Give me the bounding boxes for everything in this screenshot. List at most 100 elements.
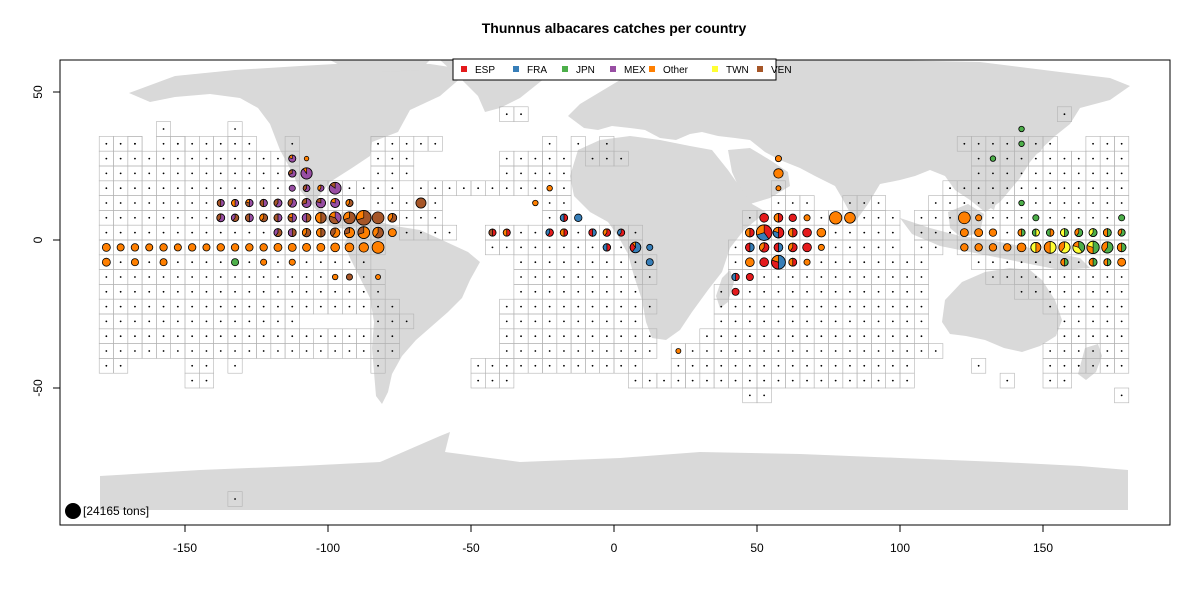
catch-dot	[505, 350, 508, 352]
catch-dot	[1049, 202, 1052, 204]
land-arctic-islands	[330, 60, 430, 72]
catch-dot	[1063, 202, 1066, 204]
catch-dot	[1049, 172, 1052, 175]
catch-dot	[262, 187, 265, 190]
pie-outline	[731, 272, 740, 282]
pie-slice	[288, 184, 296, 192]
catch-dot	[906, 379, 909, 382]
catch-dot	[577, 231, 580, 234]
catch-dot	[162, 187, 165, 190]
catch-dot	[377, 320, 379, 323]
catch-dot	[891, 261, 894, 264]
pie-outline	[1102, 228, 1112, 238]
pie-outline	[230, 213, 240, 222]
catch-dot	[191, 172, 194, 175]
catch-dot	[119, 320, 122, 323]
catch-dot	[234, 276, 236, 278]
catch-dot	[605, 276, 608, 278]
catch-pie	[344, 242, 355, 253]
catch-dot	[1077, 261, 1080, 264]
catch-dot	[162, 157, 165, 160]
catch-pie	[245, 198, 254, 208]
catch-dot	[963, 187, 966, 190]
catch-dot	[620, 276, 623, 278]
catch-dot	[748, 394, 751, 397]
catch-dot	[806, 290, 808, 293]
pie-outline	[1030, 241, 1042, 253]
catch-dot	[777, 364, 780, 367]
catch-dot	[891, 379, 894, 382]
catch-pie	[1018, 140, 1025, 147]
catch-dot	[477, 187, 480, 190]
catch-dot	[248, 231, 251, 234]
catch-dot	[563, 261, 565, 264]
catch-dot	[105, 320, 108, 323]
catch-dot	[834, 320, 837, 323]
pie-slice	[260, 258, 268, 266]
catch-dot	[234, 172, 236, 175]
grid-cell	[1071, 358, 1087, 374]
catch-dot	[849, 350, 851, 352]
catch-pie	[645, 258, 654, 267]
catch-dot	[248, 290, 251, 293]
pie-slice	[745, 242, 751, 253]
pie-outline	[1088, 257, 1098, 267]
pie-outline	[372, 226, 384, 239]
catch-dot	[176, 320, 179, 323]
catch-dot	[362, 261, 365, 264]
pie-slice	[245, 243, 254, 252]
catch-dot	[834, 246, 837, 249]
catch-dot	[605, 157, 608, 160]
catch-pie	[328, 181, 342, 195]
catch-dot	[105, 335, 108, 338]
catch-dot	[1106, 276, 1109, 278]
catch-pie	[387, 213, 398, 223]
pie-slice	[773, 242, 779, 253]
catch-dot	[834, 379, 837, 382]
grid-cell	[642, 298, 658, 315]
catch-dot	[992, 216, 994, 219]
pie-slice	[202, 243, 211, 252]
pie-outline	[216, 199, 225, 207]
catch-dot	[620, 320, 623, 323]
catch-dot	[1120, 172, 1123, 175]
catch-pie	[802, 242, 812, 253]
catch-dot	[820, 335, 823, 338]
land-africa	[570, 136, 766, 340]
catch-pie	[301, 198, 312, 208]
pie-slice	[230, 243, 240, 252]
catch-dot	[591, 261, 594, 264]
catch-dot	[505, 335, 508, 338]
catch-dot	[791, 320, 794, 323]
catch-dot	[849, 246, 851, 249]
catch-dot	[1092, 172, 1094, 175]
catch-dot	[434, 202, 437, 204]
pie-outline	[602, 243, 612, 252]
land-south-america	[344, 220, 480, 404]
catch-dot	[262, 305, 265, 308]
catch-dot	[520, 261, 522, 264]
pie-outline	[759, 242, 770, 253]
grid-cell	[999, 372, 1015, 389]
catch-dot	[191, 364, 194, 367]
catch-dot	[906, 350, 909, 352]
catch-pie	[287, 198, 297, 208]
grid-cell	[384, 343, 400, 359]
catch-dot	[219, 172, 222, 175]
catch-dot	[1092, 157, 1094, 160]
catch-dot	[806, 335, 808, 338]
catch-dot	[162, 290, 165, 293]
catch-dot	[1020, 290, 1023, 293]
catch-pie	[989, 155, 997, 162]
catch-dot	[777, 202, 780, 204]
catch-dot	[920, 290, 923, 293]
catch-dot	[677, 379, 680, 382]
catch-pie	[330, 198, 341, 208]
catch-dot	[234, 335, 236, 338]
catch-dot	[834, 350, 837, 352]
pie-outline	[1043, 241, 1057, 254]
catch-dot	[1049, 261, 1052, 264]
pie-slice	[287, 228, 293, 237]
catch-pie	[958, 211, 971, 225]
pie-slice	[303, 155, 310, 162]
